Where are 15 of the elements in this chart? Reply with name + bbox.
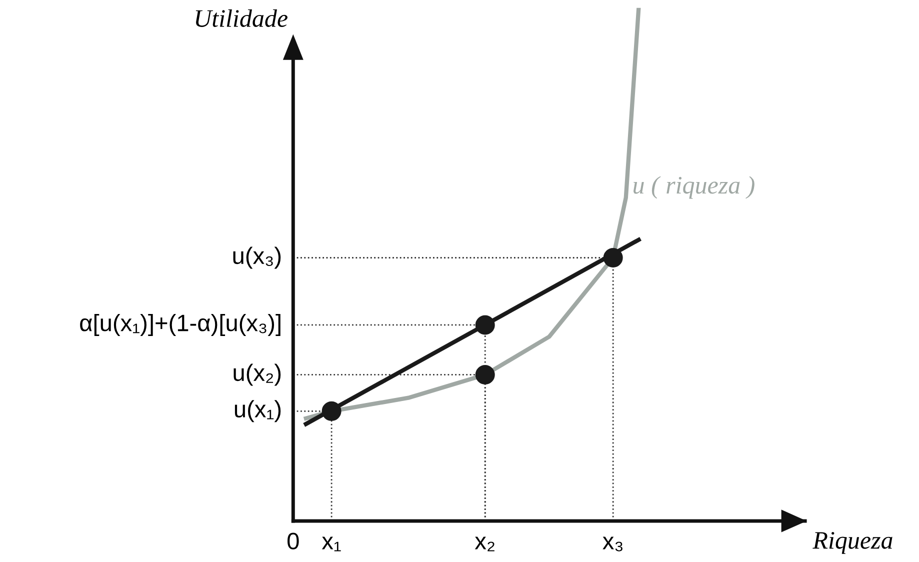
series-label: u ( riqueza )	[634, 176, 754, 199]
ref-line-label: α[u(x₁)]+(1-α)[u(x₃)]	[80, 314, 280, 336]
point	[322, 401, 342, 421]
ref-line-label: u(x₃)	[233, 246, 281, 269]
ref-line-label: u(x₂)	[234, 364, 281, 386]
x-axis-title: Riqueza	[812, 532, 892, 554]
point	[475, 315, 495, 335]
x-tick-label: x₂	[474, 536, 494, 552]
point	[475, 364, 495, 384]
point	[603, 248, 623, 268]
x-tick-label: x₃	[602, 536, 622, 552]
x-tick-label: x₁	[322, 536, 341, 552]
x-tick-label: 0	[288, 532, 299, 550]
y-axis-title: Utilidade	[196, 9, 288, 27]
ref-line-label: u(x₁)	[234, 400, 281, 422]
